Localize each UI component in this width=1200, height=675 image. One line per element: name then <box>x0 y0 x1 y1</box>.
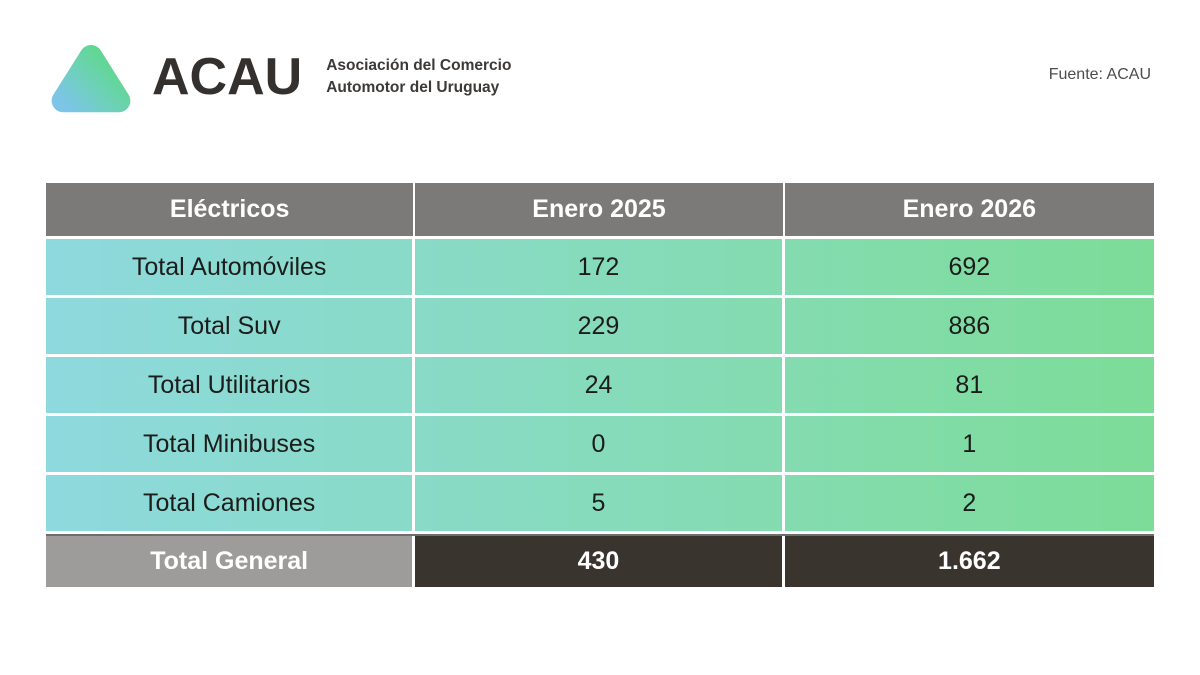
logo-wordmark: ACAU <box>152 48 303 106</box>
row-value-cell: 172 <box>415 239 785 295</box>
row-label-cell: Total Minibuses <box>46 416 416 472</box>
row-value-cell: 886 <box>948 311 991 340</box>
row-value-cell: 1 <box>962 429 977 458</box>
column-header-enero-2025: Enero 2025 <box>415 183 785 236</box>
row-value-cell: 81 <box>955 370 984 399</box>
row-value-cell: 24 <box>415 357 785 413</box>
footer-value-cell: 1.662 <box>784 536 1154 587</box>
footer-label-cell: Total General <box>46 536 416 587</box>
row-value-cell: 229 <box>415 298 785 354</box>
table-row-suv: Total Suv 229 886 <box>46 298 1154 354</box>
footer-value-cell: 430 <box>415 536 785 587</box>
logo-subtitle: Asociación del Comercio Automotor del Ur… <box>326 55 511 100</box>
row-label-cell: Total Suv <box>46 298 416 354</box>
logo-subtitle-line1: Asociación del Comercio <box>326 56 512 74</box>
column-header-electricos: Eléctricos <box>46 183 416 236</box>
table-row-camiones: Total Camiones 5 2 <box>46 475 1154 531</box>
column-header-enero-2026: Enero 2026 <box>902 195 1037 223</box>
logo-triangle-icon <box>51 45 131 113</box>
table-row-utilitarios: Total Utilitarios 24 81 <box>46 357 1154 413</box>
row-label-cell: Total Automóviles <box>46 239 416 295</box>
table-row-automoviles: Total Automóviles 172 692 <box>46 239 1154 295</box>
row-label-cell: Total Camiones <box>46 475 416 531</box>
source-label: Fuente: ACAU <box>1048 66 1151 83</box>
row-value-cell: 5 <box>415 475 785 531</box>
row-label-cell: Total Utilitarios <box>46 357 416 413</box>
table-footer-row: Total General 430 1.662 <box>46 534 1154 587</box>
logo-subtitle-line2: Automotor del Uruguay <box>326 79 500 96</box>
table-row-minibuses: Total Minibuses 0 1 <box>46 416 1154 472</box>
row-value-cell: 692 <box>948 252 991 281</box>
row-value-cell: 2 <box>962 488 977 517</box>
row-value-cell: 0 <box>415 416 785 472</box>
table-header-row: Eléctricos Enero 2025 Enero 2026 <box>46 183 1154 236</box>
acau-logo: ACAU Asociación del Comercio Automotor d… <box>50 38 511 116</box>
electric-vehicles-table: Eléctricos Enero 2025 Enero 2026 Total A… <box>46 183 1154 587</box>
